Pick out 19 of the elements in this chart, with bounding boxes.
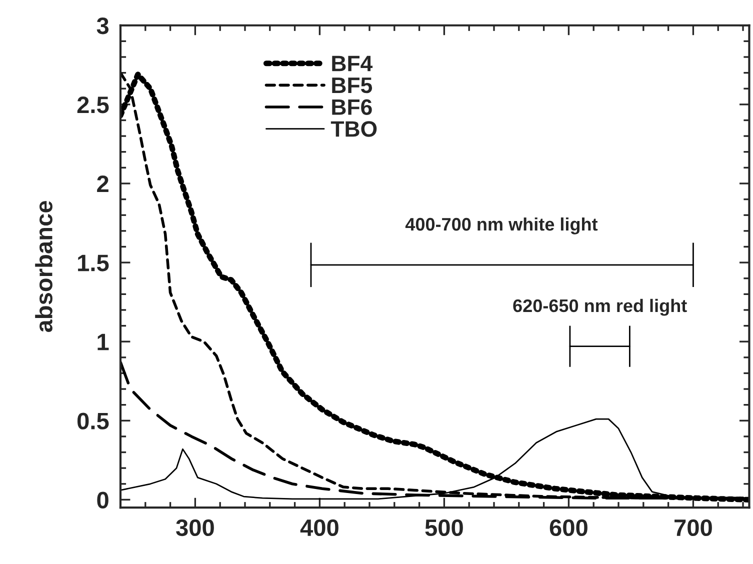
legend-label: TBO [330, 121, 377, 137]
annotation: 400-700 nm white light [405, 217, 598, 234]
y-tick-label: 0 [97, 492, 108, 508]
x-tick-label: 400 [300, 519, 338, 536]
y-tick-label: 2 [97, 176, 108, 192]
y-tick-label: 2.5 [77, 96, 109, 114]
x-tick-label: 700 [674, 519, 712, 536]
y-tick-label: 0.5 [77, 412, 109, 430]
y-axis-title: absorbance [35, 201, 52, 332]
legend-label: BF4 [332, 56, 373, 72]
x-tick-label: 500 [425, 519, 463, 536]
legend-label: BF6 [332, 99, 372, 115]
y-tick-label: 1 [98, 334, 109, 350]
x-tick-label: 300 [176, 519, 214, 536]
y-tick-label: 3 [96, 17, 109, 34]
y-tick-label: 1.5 [78, 254, 109, 272]
legend-label: BF5 [332, 78, 372, 94]
x-tick-label: 600 [550, 519, 588, 536]
annotation: 620-650 nm red light [513, 298, 687, 316]
